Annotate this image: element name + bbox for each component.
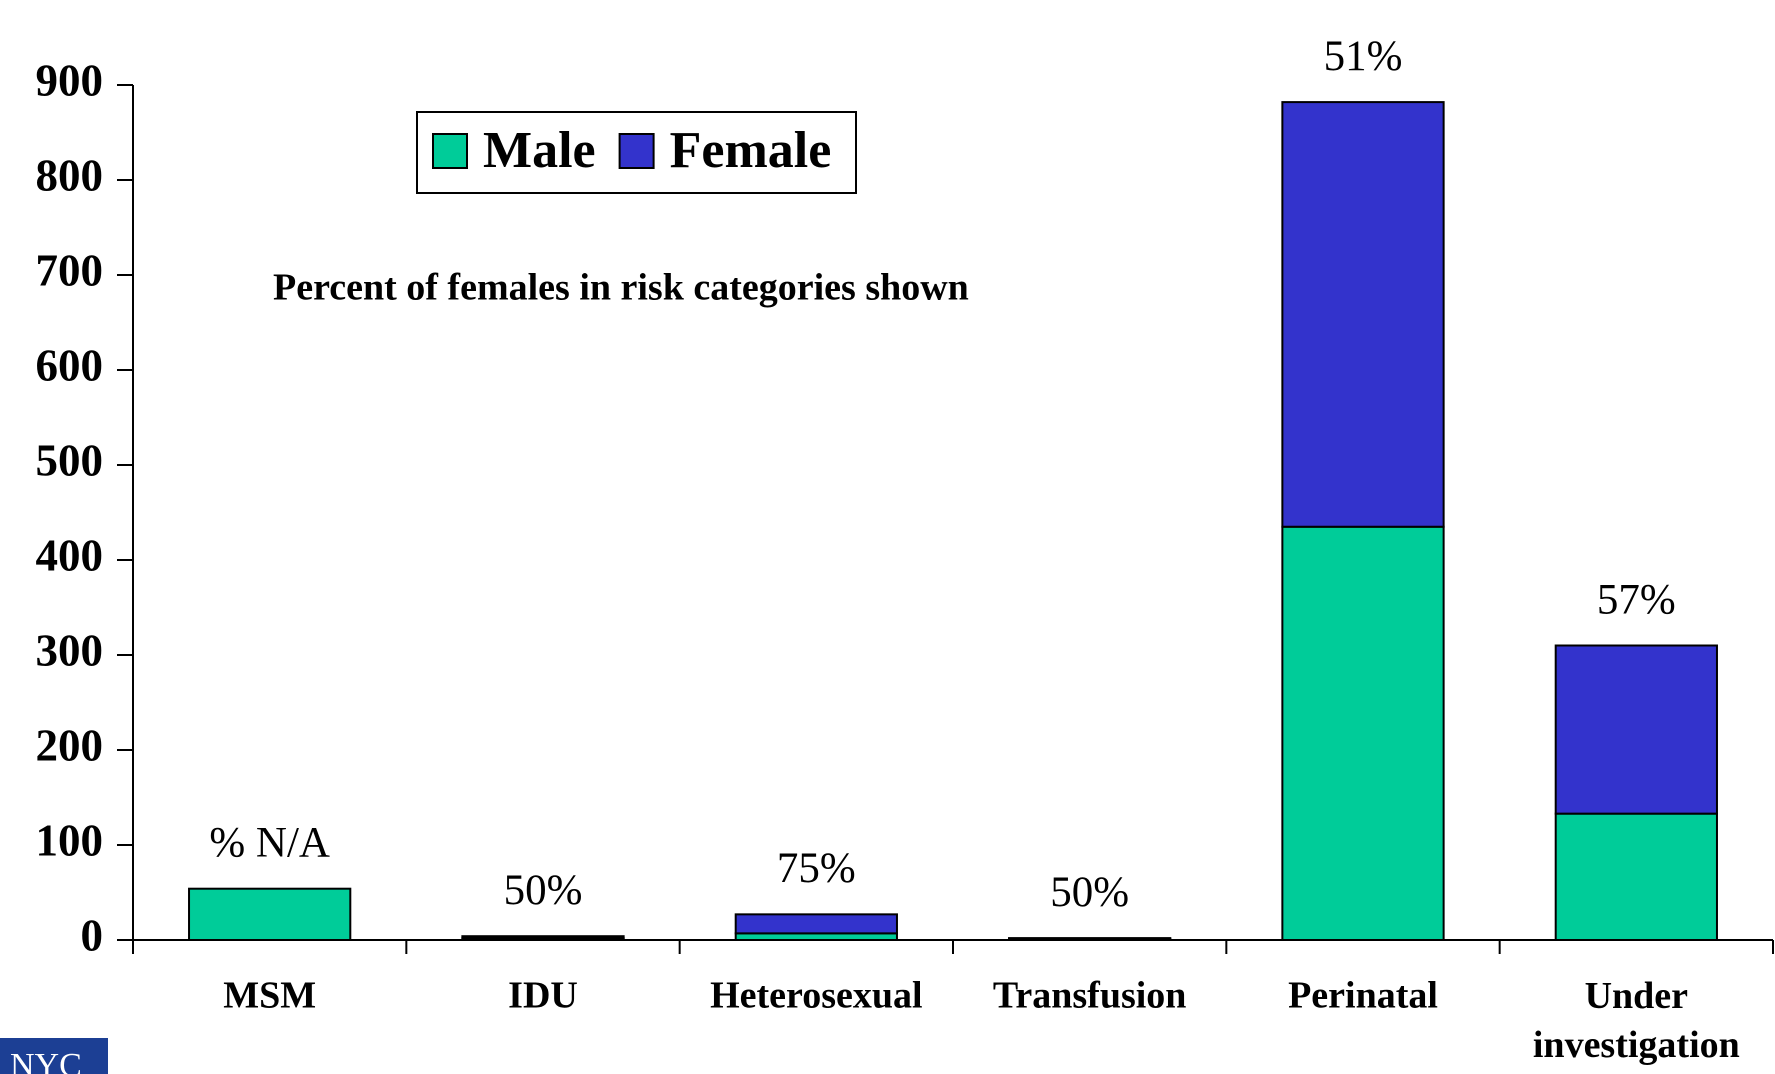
- y-tick-label: 500: [36, 435, 104, 485]
- bar-segment: [1281, 101, 1445, 528]
- y-tick-label: 400: [36, 530, 104, 580]
- x-tick-label: Under investigation: [1533, 975, 1740, 1066]
- y-tick-label: 300: [36, 625, 104, 675]
- bar-segment: [1554, 644, 1718, 815]
- y-tick-label: 600: [36, 340, 104, 390]
- bar-segment: [1008, 937, 1172, 941]
- legend-swatch: [432, 133, 468, 169]
- bar-segment: [188, 887, 352, 942]
- bar-label: 50%: [1050, 869, 1129, 916]
- bar-segment: [461, 935, 625, 940]
- bar-label: 50%: [504, 867, 583, 914]
- legend-label: Female: [670, 122, 832, 179]
- y-tick-label: 800: [36, 150, 104, 200]
- bar-segment: [1554, 812, 1718, 942]
- bar-segment: [1281, 525, 1445, 941]
- x-tick-label: IDU: [508, 975, 578, 1017]
- bar-label: % N/A: [209, 820, 330, 867]
- bar-label: 51%: [1324, 33, 1403, 80]
- logo-text: NYC: [10, 1047, 82, 1074]
- x-tick-label: MSM: [223, 975, 316, 1017]
- y-tick-label: 100: [36, 815, 104, 865]
- legend-label: Male: [483, 122, 596, 179]
- y-tick-label: 900: [36, 55, 104, 105]
- x-tick-label: Transfusion: [993, 975, 1187, 1017]
- bar-label: 75%: [777, 845, 856, 892]
- y-tick-label: 200: [36, 720, 104, 770]
- bar-segment: [734, 913, 898, 935]
- y-tick-label: 700: [36, 245, 104, 295]
- x-tick-label: Heterosexual: [710, 975, 922, 1017]
- annotation: Percent of females in risk categories sh…: [273, 267, 969, 309]
- legend-swatch: [618, 133, 655, 169]
- y-tick-label: 0: [81, 910, 104, 960]
- x-tick-label: Perinatal: [1288, 975, 1438, 1017]
- logo: [0, 1038, 108, 1074]
- bar-label: 57%: [1597, 576, 1676, 623]
